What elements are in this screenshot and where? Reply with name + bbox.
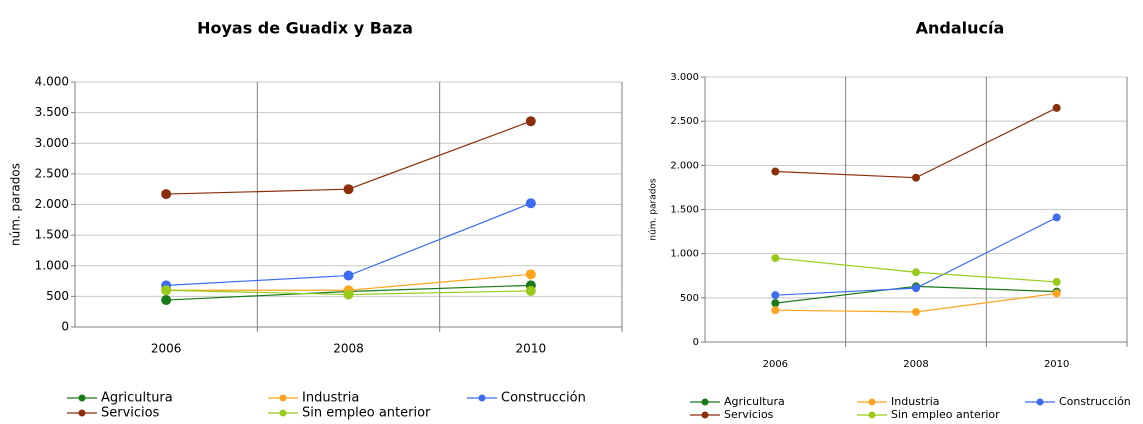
legend-label: Agricultura xyxy=(101,391,173,406)
data-point xyxy=(343,270,354,281)
legend-label: Industria xyxy=(302,391,359,406)
y-tick-label: 4.000 xyxy=(35,75,69,89)
data-point xyxy=(912,268,920,277)
legend-marker xyxy=(478,394,486,402)
series xyxy=(771,213,1061,300)
legend-label: Construcción xyxy=(1059,395,1131,408)
series xyxy=(161,116,536,200)
y-axis-label: núm. parados xyxy=(9,163,23,246)
y-tick-label: 1.000 xyxy=(35,258,69,272)
legend-item: Construcción xyxy=(467,391,586,406)
legend-marker xyxy=(868,398,876,406)
legend-marker xyxy=(1036,398,1044,406)
series xyxy=(771,103,1061,182)
x-tick-label: 2010 xyxy=(1044,359,1069,370)
data-point xyxy=(1052,289,1061,298)
legend-item: Sin empleo anterior xyxy=(857,408,1000,421)
legend-item: Sin empleo anterior xyxy=(268,406,431,421)
series-line xyxy=(166,120,532,195)
data-point xyxy=(525,285,536,296)
data-point xyxy=(161,285,172,296)
legend-marker xyxy=(701,398,709,406)
legend-item: Agricultura xyxy=(67,391,173,406)
x-tick-label: 2008 xyxy=(903,359,928,370)
y-tick-label: 500 xyxy=(46,289,69,303)
legend-item: Agricultura xyxy=(690,395,785,408)
legend-item: Servicios xyxy=(67,406,160,421)
y-tick-label: 1.500 xyxy=(35,228,69,242)
y-tick-label: 3.000 xyxy=(670,72,699,83)
x-tick-label: 2010 xyxy=(516,342,547,356)
data-point xyxy=(771,306,780,315)
y-tick-label: 2.000 xyxy=(670,160,699,171)
y-tick-label: 0 xyxy=(693,337,699,348)
legend-marker xyxy=(78,409,86,417)
data-point xyxy=(912,284,920,293)
x-tick-label: 2006 xyxy=(763,359,788,370)
series xyxy=(161,285,536,300)
data-point xyxy=(343,184,354,195)
data-point xyxy=(912,173,920,182)
legend-marker xyxy=(701,411,709,419)
data-point xyxy=(1052,213,1061,222)
legend-label: Servicios xyxy=(101,406,160,421)
legend-item: Servicios xyxy=(690,408,774,421)
legend-item: Construcción xyxy=(1025,395,1131,408)
x-tick-label: 2006 xyxy=(151,342,182,356)
y-tick-label: 3.000 xyxy=(35,136,69,150)
legend-marker xyxy=(78,394,86,402)
data-point xyxy=(1052,277,1061,286)
data-point xyxy=(161,189,172,200)
series-line xyxy=(775,107,1057,179)
y-tick-label: 1.500 xyxy=(670,205,699,216)
y-tick-label: 2.000 xyxy=(35,197,69,211)
data-point xyxy=(161,295,172,306)
legend-item: Industria xyxy=(268,391,359,406)
legend-label: Construcción xyxy=(501,391,586,406)
legend-marker xyxy=(279,409,287,417)
legend-label: Sin empleo anterior xyxy=(302,406,431,421)
legend-item: Industria xyxy=(857,395,940,408)
legend-marker xyxy=(279,394,287,402)
y-tick-label: 0 xyxy=(61,320,69,334)
data-point xyxy=(525,269,536,280)
legend-label: Industria xyxy=(891,395,940,408)
data-point xyxy=(771,291,780,300)
y-tick-label: 3.500 xyxy=(35,105,69,119)
data-point xyxy=(771,167,780,176)
legend-label: Servicios xyxy=(724,408,774,421)
data-point xyxy=(912,307,920,316)
legend-marker xyxy=(868,411,876,419)
chart-title: Andalucía xyxy=(916,19,1005,38)
data-point xyxy=(771,299,780,308)
data-point xyxy=(525,198,536,209)
legend-label: Agricultura xyxy=(724,395,785,408)
legend-label: Sin empleo anterior xyxy=(891,408,1000,421)
x-tick-label: 2008 xyxy=(333,342,364,356)
data-point xyxy=(1052,103,1061,112)
y-tick-label: 2.500 xyxy=(670,116,699,127)
y-tick-label: 500 xyxy=(680,293,699,304)
y-tick-label: 2.500 xyxy=(35,166,69,180)
series xyxy=(771,254,1061,286)
series xyxy=(771,289,1061,316)
series xyxy=(161,198,536,291)
data-point xyxy=(525,116,536,127)
y-axis-label: núm. parados xyxy=(649,178,659,241)
data-point xyxy=(343,289,354,300)
y-tick-label: 1.000 xyxy=(670,249,699,260)
data-point xyxy=(771,254,780,263)
chart-title: Hoyas de Guadix y Baza xyxy=(197,19,413,38)
